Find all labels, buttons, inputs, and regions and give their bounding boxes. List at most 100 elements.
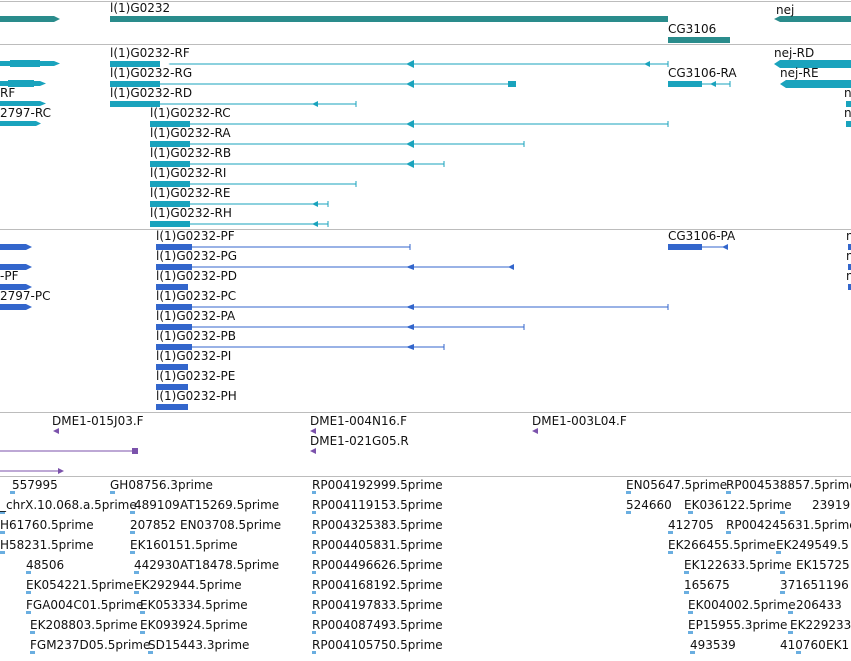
transcript-rb[interactable] [150, 160, 445, 168]
est-label[interactable]: RP004405831.5prime [312, 538, 443, 552]
est-label[interactable]: EK249549.5 [776, 538, 849, 552]
clone-feature[interactable] [0, 468, 64, 474]
gene-label[interactable]: CG3106 [668, 22, 717, 36]
est-label[interactable]: H61760.5prime [0, 518, 94, 532]
transcript-left-1[interactable] [0, 60, 60, 67]
est-label[interactable]: 442930 [134, 558, 180, 572]
protein-label[interactable]: l(1)G0232-PE [156, 369, 236, 383]
clone-marker[interactable] [310, 428, 316, 434]
transcript-label[interactable]: nej-RD [774, 46, 815, 60]
est-label[interactable]: AT15269.5prime [180, 498, 280, 512]
protein-label[interactable]: l(1)G0232-PG [156, 249, 238, 263]
protein-label[interactable]: l(1)G0232-PH [156, 389, 237, 403]
protein-cg3106-pa[interactable] [668, 244, 728, 250]
gene-feature-cg3106[interactable] [668, 37, 730, 43]
protein-label[interactable]: n [846, 229, 851, 243]
protein-pi[interactable] [156, 364, 188, 370]
protein-label[interactable]: 2797-PC [0, 289, 51, 303]
est-label[interactable]: 206433 [796, 598, 842, 612]
est-label[interactable]: _chrX.10.068.a.5prime [0, 498, 137, 512]
protein-left-4[interactable] [0, 304, 32, 310]
est-label[interactable]: RP004087493.5prime [312, 618, 443, 632]
est-label[interactable]: GH08756.3prime [110, 478, 213, 492]
est-label[interactable]: EK266455.5prime [668, 538, 776, 552]
transcript-rf[interactable] [110, 60, 669, 68]
transcript-nej-rd[interactable] [774, 60, 851, 68]
est-label[interactable]: EK160151.5prime [130, 538, 238, 552]
transcript-ri[interactable] [150, 181, 357, 187]
est-label[interactable]: EK036122.5prime [684, 498, 792, 512]
est-label[interactable]: EK292944.5prime [134, 578, 242, 592]
protein-label[interactable]: CG3106-PA [668, 229, 736, 243]
est-label[interactable]: EK1 [826, 638, 850, 652]
transcript-label[interactable]: l(1)G0232-RE [150, 186, 231, 200]
gene-label[interactable]: nej [776, 3, 795, 17]
est-label[interactable]: EK229233 [790, 618, 851, 632]
est-label[interactable]: RP004325383.5prime [312, 518, 443, 532]
est-label[interactable]: FGA004C01.5prime [26, 598, 144, 612]
protein-label[interactable]: l(1)G0232-PA [156, 309, 236, 323]
est-label[interactable]: 410760 [780, 638, 826, 652]
clone-feature[interactable] [0, 448, 138, 454]
est-label[interactable]: RP004192999.5prime [312, 478, 443, 492]
protein-left-2[interactable] [0, 264, 32, 270]
transcript-label[interactable]: l(1)G0232-RI [150, 166, 227, 180]
transcript-label[interactable]: l(1)G0232-RD [110, 86, 193, 100]
transcript-left-3[interactable] [0, 101, 46, 106]
transcript-rd[interactable] [110, 101, 357, 107]
clone-label[interactable]: DME1-004N16.F [310, 414, 408, 428]
transcript-label[interactable]: l(1)G0232-RA [150, 126, 231, 140]
protein-right[interactable] [848, 244, 851, 290]
transcript-nej-re[interactable] [780, 80, 851, 88]
transcript-label[interactable]: l(1)G0232-RG [110, 66, 193, 80]
gene-label[interactable]: l(1)G0232 [110, 1, 171, 15]
transcript-rh[interactable] [150, 221, 329, 227]
est-label[interactable]: RP004119153.5prime [312, 498, 443, 512]
est-label[interactable]: EK208803.5prime [30, 618, 138, 632]
protein-label[interactable]: n [846, 249, 851, 263]
transcript-label[interactable]: 2797-RC [0, 106, 51, 120]
gene-feature-nej[interactable] [774, 16, 851, 22]
protein-label[interactable]: -PF [0, 269, 19, 283]
transcript-label[interactable]: n [844, 86, 851, 100]
transcript-label[interactable]: nej-RE [780, 66, 819, 80]
protein-label[interactable]: l(1)G0232-PC [156, 289, 237, 303]
est-label[interactable]: 493539 [690, 638, 736, 652]
est-label[interactable]: RP004168192.5prime [312, 578, 443, 592]
est-label[interactable]: EK122633.5prime [684, 558, 792, 572]
transcript-label[interactable]: l(1)G0232-RF [110, 46, 190, 60]
protein-label[interactable]: l(1)G0232-PF [156, 229, 235, 243]
est-label[interactable]: EK15725 [796, 558, 850, 572]
clone-label[interactable]: DME1-021G05.R [310, 434, 409, 448]
protein-pg[interactable] [156, 264, 514, 270]
est-label[interactable]: SD15443.3prime [148, 638, 250, 652]
clone-label[interactable]: DME1-003L04.F [532, 414, 627, 428]
est-label[interactable]: 489109 [134, 498, 180, 512]
est-label[interactable]: 23919 [812, 498, 851, 512]
transcript-left-4[interactable] [0, 121, 41, 126]
est-label[interactable]: EK054221.5prime [26, 578, 134, 592]
transcript-ra[interactable] [150, 140, 525, 148]
transcript-label[interactable]: n [844, 106, 851, 120]
est-label[interactable]: EN03708.5prime [180, 518, 282, 532]
protein-label[interactable]: l(1)G0232-PD [156, 269, 237, 283]
est-label[interactable]: EP15955.3prime [688, 618, 788, 632]
transcript-label[interactable]: CG3106-RA [668, 66, 737, 80]
est-label[interactable]: FGM237D05.5prime [30, 638, 151, 652]
est-label[interactable]: 412705 [668, 518, 714, 532]
transcript-cg3106-ra[interactable] [668, 81, 731, 87]
protein-left-3[interactable] [0, 284, 32, 290]
protein-label[interactable]: l(1)G0232-PB [156, 329, 236, 343]
est-label[interactable]: EK093924.5prime [140, 618, 248, 632]
protein-label[interactable]: l(1)G0232-PI [156, 349, 232, 363]
est-label[interactable]: AT18478.5prime [180, 558, 280, 572]
protein-pe[interactable] [156, 384, 188, 390]
est-label[interactable]: RP004496626.5prime [312, 558, 443, 572]
est-label[interactable]: 207852 [130, 518, 176, 532]
protein-pc[interactable] [156, 304, 669, 310]
est-label[interactable]: RP004197833.5prime [312, 598, 443, 612]
transcript-right-1[interactable] [846, 101, 851, 107]
protein-ph[interactable] [156, 404, 188, 410]
est-markers[interactable] [0, 491, 801, 654]
protein-left-1[interactable] [0, 244, 32, 250]
